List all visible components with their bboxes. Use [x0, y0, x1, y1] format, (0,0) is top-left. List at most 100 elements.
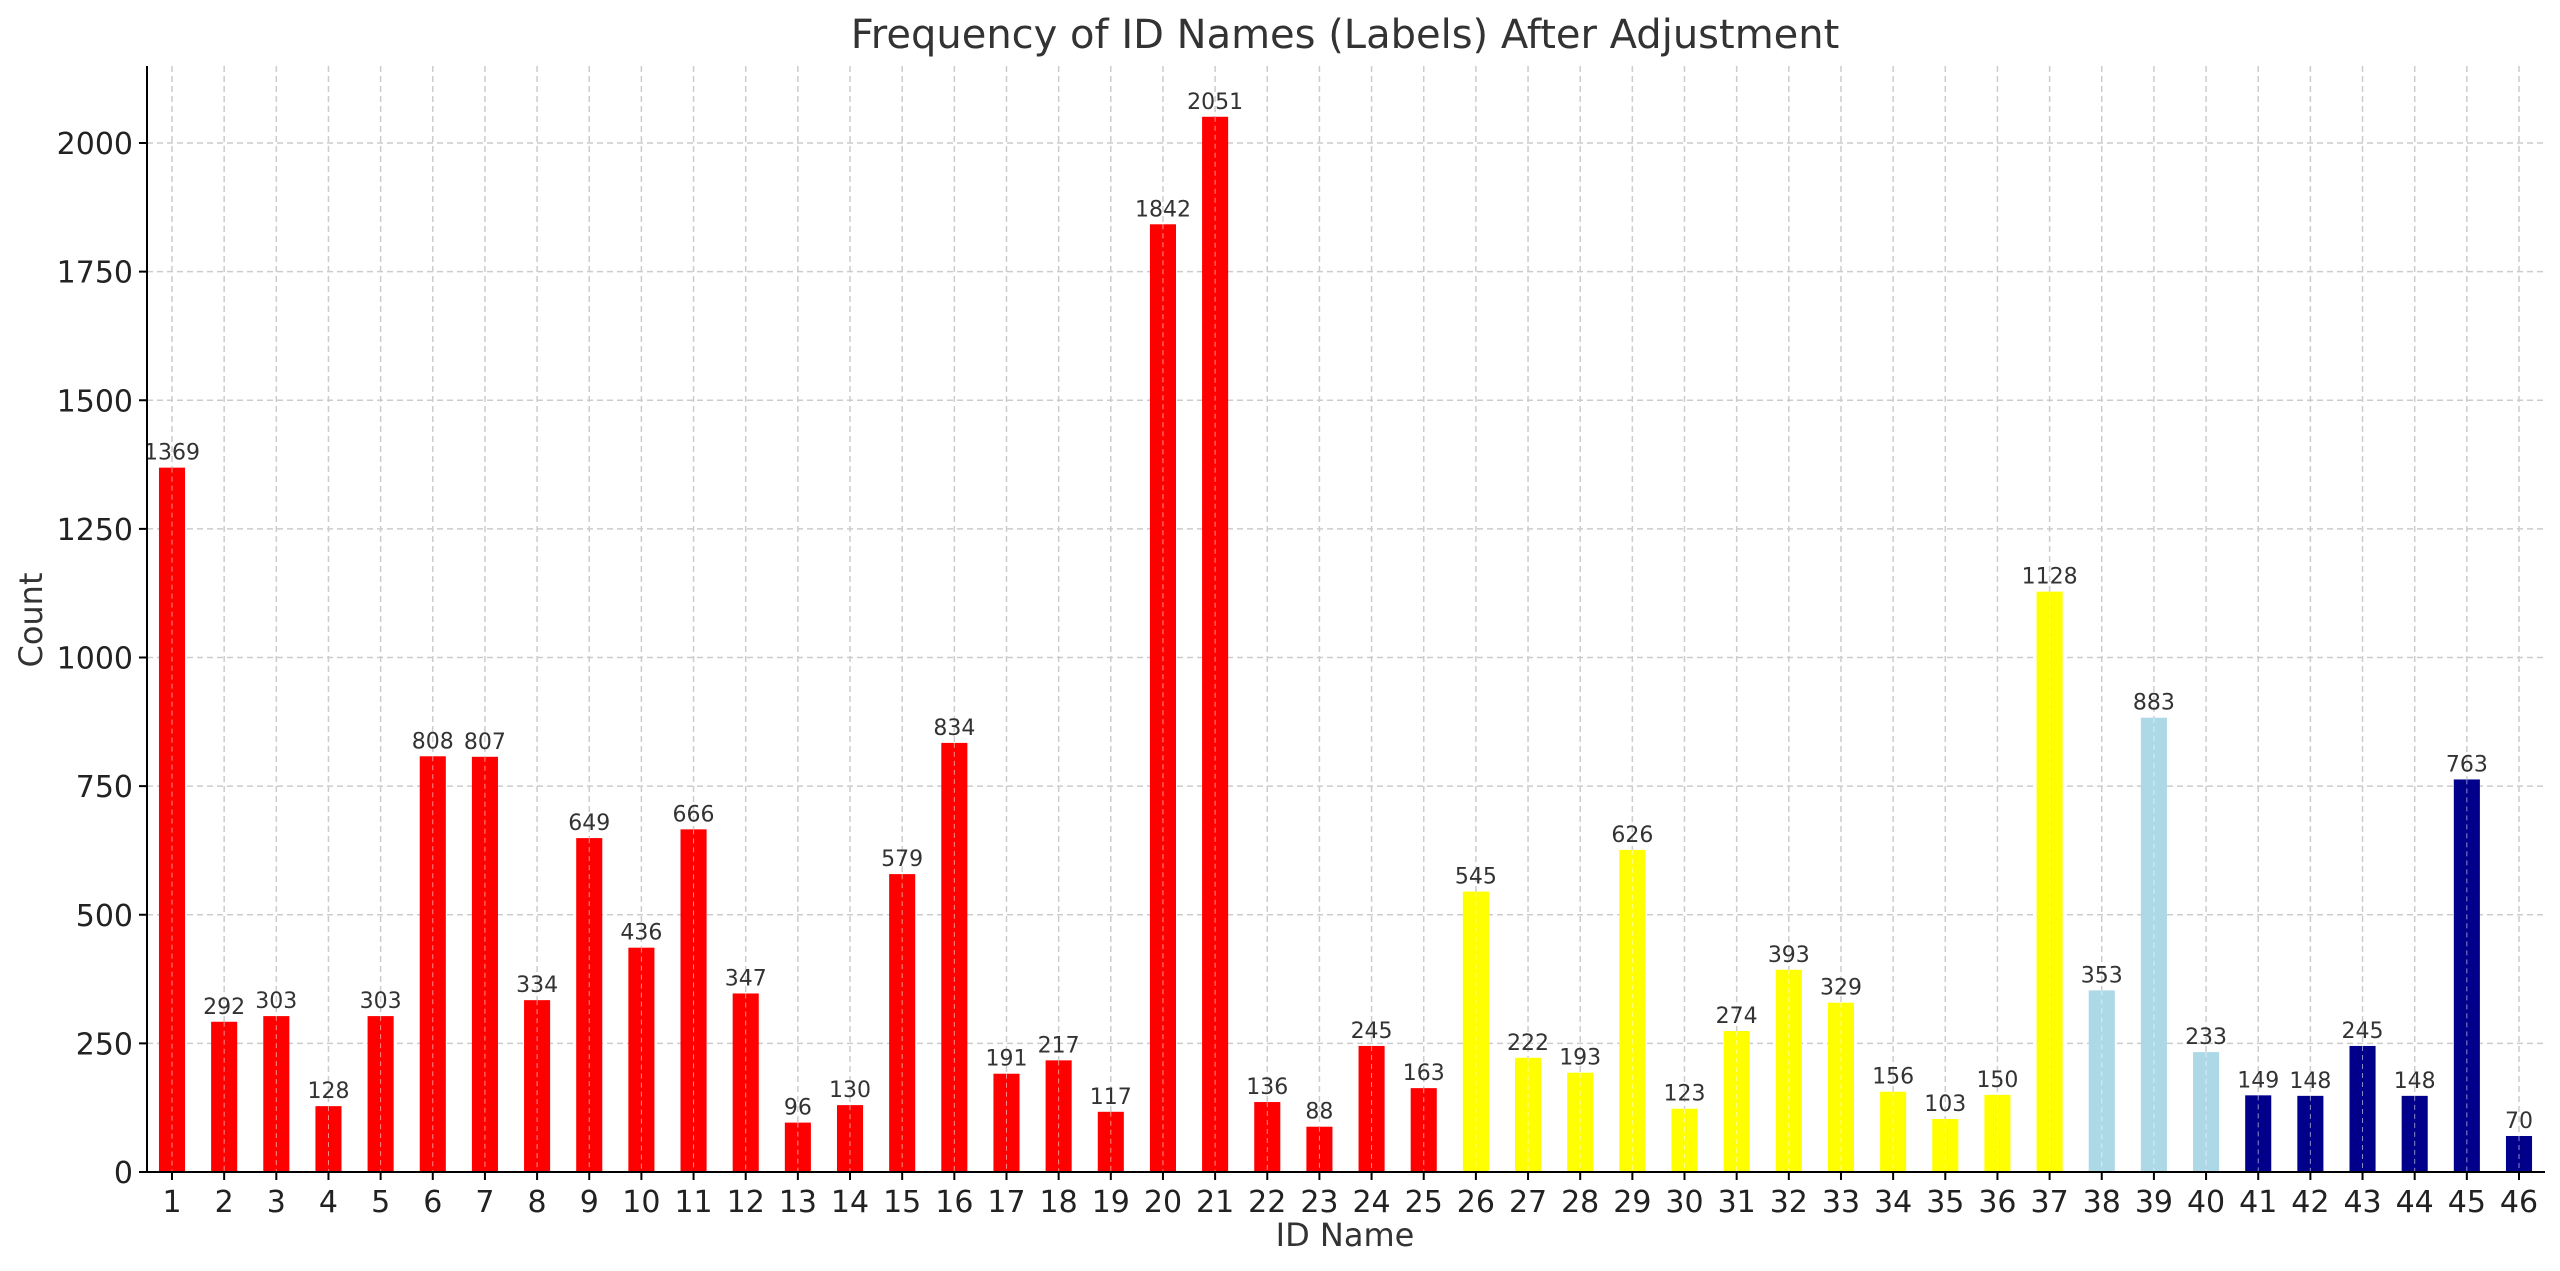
data-label: 666 [673, 802, 715, 827]
x-tick-label: 9 [580, 1185, 599, 1220]
x-tick-label: 34 [1874, 1185, 1912, 1220]
data-label: 545 [1455, 865, 1497, 890]
bars [158, 116, 2533, 1172]
x-tick-label: 29 [1613, 1185, 1651, 1220]
x-tick-label: 15 [883, 1185, 921, 1220]
x-tick-label: 24 [1352, 1185, 1390, 1220]
data-label: 347 [725, 966, 767, 991]
data-label: 807 [464, 730, 506, 755]
bar [263, 1016, 290, 1172]
x-tick-label: 28 [1561, 1185, 1599, 1220]
data-label: 1128 [2022, 565, 2078, 590]
x-tick-label: 25 [1405, 1185, 1443, 1220]
data-label: 649 [568, 811, 610, 836]
data-label: 136 [1246, 1075, 1288, 1100]
y-tick-label: 2000 [57, 127, 133, 162]
data-label: 88 [1305, 1100, 1333, 1125]
data-label: 763 [2446, 752, 2488, 777]
x-tick-label: 10 [622, 1185, 660, 1220]
x-tick-label: 23 [1300, 1185, 1338, 1220]
x-tick-label: 37 [2031, 1185, 2069, 1220]
data-label: 303 [360, 989, 402, 1014]
x-tick-label: 13 [779, 1185, 817, 1220]
y-axis-label: Count [12, 572, 50, 667]
x-tick-label: 44 [2396, 1185, 2434, 1220]
data-label: 353 [2081, 963, 2123, 988]
data-label: 579 [881, 847, 923, 872]
data-label: 70 [2505, 1109, 2533, 1134]
x-tick-label: 35 [1926, 1185, 1964, 1220]
x-tick-label: 30 [1665, 1185, 1703, 1220]
x-axis-label: ID Name [1276, 1216, 1415, 1254]
x-tick-label: 4 [319, 1185, 338, 1220]
bar [784, 1122, 811, 1172]
x-tick-label: 7 [475, 1185, 494, 1220]
x-tick-label: 5 [371, 1185, 390, 1220]
x-tick-label: 26 [1457, 1185, 1495, 1220]
x-tick-label: 3 [267, 1185, 286, 1220]
x-tick-label: 33 [1822, 1185, 1860, 1220]
x-tick-label: 2 [215, 1185, 234, 1220]
data-label: 245 [2342, 1019, 2384, 1044]
bar [941, 742, 968, 1172]
x-tick-label: 1 [162, 1185, 181, 1220]
x-tick-label: 16 [935, 1185, 973, 1220]
y-tick-label: 1250 [57, 513, 133, 548]
data-label: 123 [1664, 1082, 1706, 1107]
x-tick-label: 12 [727, 1185, 765, 1220]
data-label: 217 [1038, 1033, 1080, 1058]
y-tick-label: 0 [114, 1156, 133, 1191]
data-label: 193 [1559, 1046, 1601, 1071]
y-tick-label: 1750 [57, 256, 133, 291]
bar [1932, 1119, 1959, 1172]
y-tick-label: 1500 [57, 384, 133, 419]
data-label: 883 [2133, 691, 2175, 716]
data-label: 150 [1976, 1068, 2018, 1093]
data-label: 808 [412, 729, 454, 754]
x-tick-label: 14 [831, 1185, 869, 1220]
x-tick-label: 21 [1196, 1185, 1234, 1220]
data-label: 163 [1403, 1061, 1445, 1086]
x-tick-label: 31 [1718, 1185, 1756, 1220]
data-label: 117 [1090, 1085, 1132, 1110]
y-tick-label: 750 [76, 770, 133, 805]
data-label: 436 [620, 921, 662, 946]
data-label: 1369 [144, 441, 200, 466]
data-label: 329 [1820, 976, 1862, 1001]
y-tick-label: 500 [76, 899, 133, 934]
bar [1619, 849, 1646, 1172]
chart-title: Frequency of ID Names (Labels) After Adj… [851, 12, 1840, 58]
x-tick-label: 40 [2187, 1185, 2225, 1220]
data-label: 128 [307, 1079, 349, 1104]
data-label: 834 [933, 716, 975, 741]
bar-gridlines [171, 116, 2520, 1172]
data-label: 130 [829, 1078, 871, 1103]
data-label: 156 [1872, 1065, 1914, 1090]
data-label: 2051 [1187, 90, 1243, 115]
x-tick-label: 17 [987, 1185, 1025, 1220]
bar [1202, 116, 1229, 1172]
grid [147, 66, 2545, 1172]
data-label: 274 [1716, 1004, 1758, 1029]
bar [732, 993, 759, 1172]
x-tick-label: 36 [1978, 1185, 2016, 1220]
x-tick-label: 20 [1144, 1185, 1182, 1220]
data-label: 303 [255, 989, 297, 1014]
y-tick-label: 250 [76, 1027, 133, 1062]
data-label: 1842 [1135, 197, 1191, 222]
x-tick-label: 11 [674, 1185, 712, 1220]
data-label: 245 [1351, 1019, 1393, 1044]
y-tick-label: 1000 [57, 642, 133, 677]
x-tick-label: 18 [1040, 1185, 1078, 1220]
data-label: 96 [784, 1096, 812, 1121]
x-tick-label: 42 [2291, 1185, 2329, 1220]
x-tick-label: 39 [2135, 1185, 2173, 1220]
x-tick-label: 19 [1092, 1185, 1130, 1220]
data-label: 334 [516, 973, 558, 998]
x-tick-label: 38 [2083, 1185, 2121, 1220]
x-tick-label: 27 [1509, 1185, 1547, 1220]
x-tick-label: 22 [1248, 1185, 1286, 1220]
bar [367, 1016, 394, 1172]
